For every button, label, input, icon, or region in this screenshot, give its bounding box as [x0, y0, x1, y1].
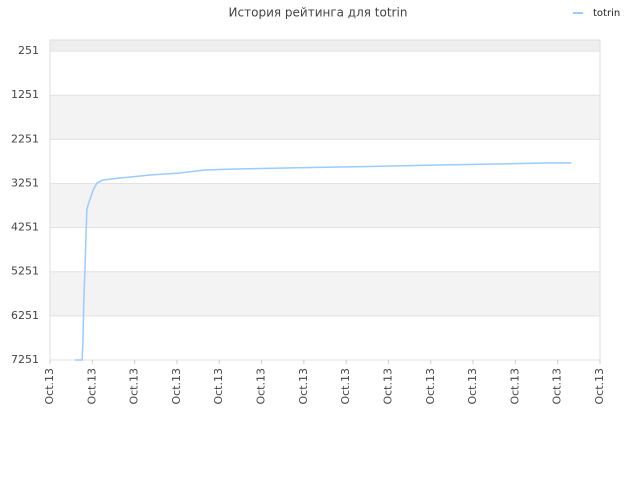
y-tick-label: 6251 [11, 309, 39, 322]
y-tick-label: 4251 [11, 221, 39, 234]
grid-band [50, 183, 600, 228]
x-tick-label: Oct.13 [170, 368, 183, 405]
y-tick-label: 7251 [11, 353, 39, 366]
x-tick-label: Oct.13 [466, 368, 479, 405]
chart-title: История рейтинга для totrin [229, 6, 408, 20]
x-tick-label: Oct.13 [551, 368, 564, 405]
x-tick-label: Oct.13 [339, 368, 352, 405]
y-tick-label: 2251 [11, 132, 39, 145]
y-tick-label: 5251 [11, 265, 39, 278]
grid-band [50, 95, 600, 140]
legend-label: totrin [593, 8, 620, 19]
series-line [74, 162, 572, 361]
x-tick-label: Oct.13 [297, 368, 310, 405]
grid-band [50, 271, 600, 316]
x-tick-label: Oct.13 [43, 368, 56, 405]
y-tick-label: 251 [18, 44, 39, 57]
x-tick-label: Oct.13 [85, 368, 98, 405]
y-tick-label: 3251 [11, 176, 39, 189]
x-tick-label: Oct.13 [255, 368, 268, 405]
grid-band [50, 40, 600, 52]
x-tick-label: Oct.13 [593, 368, 606, 405]
y-tick-label: 1251 [11, 88, 39, 101]
x-tick-label: Oct.13 [128, 368, 141, 405]
x-tick-label: Oct.13 [424, 368, 437, 405]
x-tick-label: Oct.13 [508, 368, 521, 405]
x-tick-label: Oct.13 [381, 368, 394, 405]
x-tick-label: Oct.13 [212, 368, 225, 405]
